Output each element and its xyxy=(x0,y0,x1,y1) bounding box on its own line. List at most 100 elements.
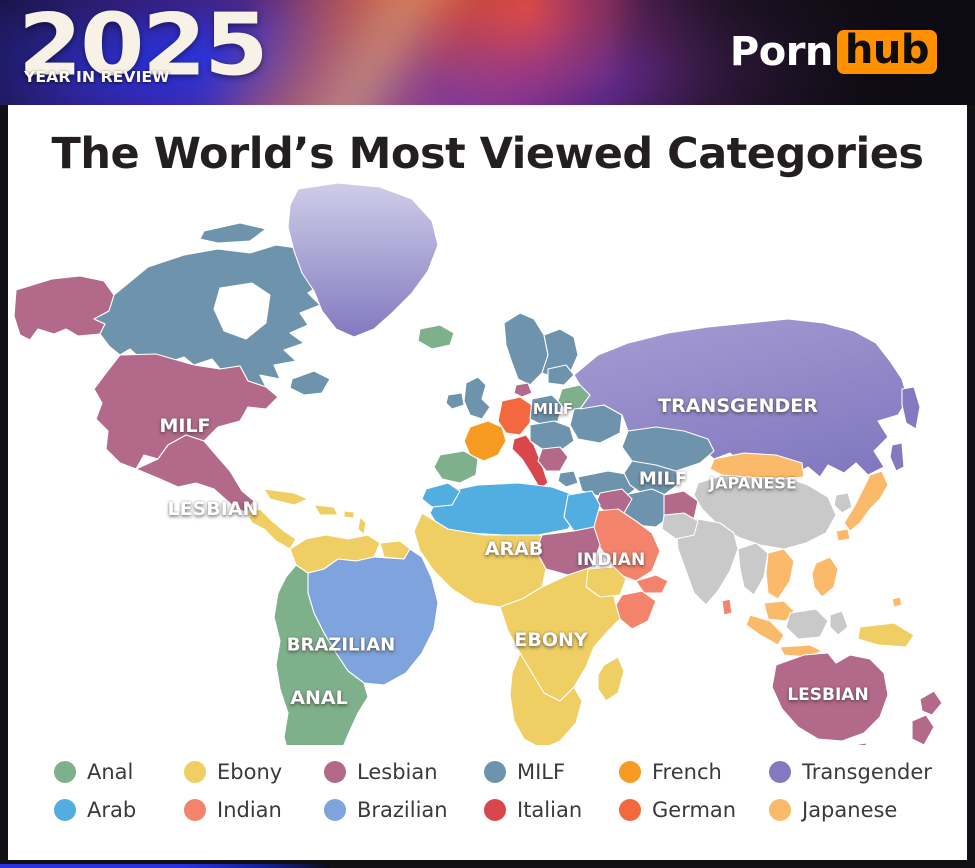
region-lesser-antilles[interactable] xyxy=(357,516,367,536)
region-united-kingdom[interactable] xyxy=(463,376,491,420)
legend-item-anal[interactable]: Anal xyxy=(54,760,184,784)
legend-label-milf: MILF xyxy=(517,760,566,784)
region-kazakhstan[interactable] xyxy=(621,426,715,472)
region-germany[interactable] xyxy=(497,396,533,436)
year-in-review-subtitle: YEAR IN REVIEW xyxy=(24,68,170,86)
legend-swatch-brazilian-icon xyxy=(324,799,346,821)
legend-label-transgender: Transgender xyxy=(802,760,932,784)
region-baltics[interactable] xyxy=(547,364,575,386)
legend-item-ebony[interactable]: Ebony xyxy=(184,760,324,784)
region-iceland[interactable] xyxy=(417,324,455,350)
region-hispaniola[interactable] xyxy=(313,504,339,516)
legend-swatch-japanese-icon xyxy=(769,799,791,821)
region-korea[interactable] xyxy=(833,492,853,514)
region-new-guinea[interactable] xyxy=(857,622,915,648)
region-southern-africa[interactable] xyxy=(509,652,583,745)
region-central-america[interactable] xyxy=(245,508,297,550)
legend-label-indian: Indian xyxy=(217,798,282,822)
region-balkans[interactable] xyxy=(537,446,569,472)
logo-text-porn: Porn xyxy=(729,29,834,75)
region-vietnam-laos[interactable] xyxy=(765,548,795,600)
region-central-europe[interactable] xyxy=(529,420,575,452)
region-ethiopia[interactable] xyxy=(585,566,627,598)
legend-swatch-italian-icon xyxy=(484,799,506,821)
region-kamchatka[interactable] xyxy=(901,386,921,430)
region-tasmania[interactable] xyxy=(853,742,868,745)
region-ireland[interactable] xyxy=(445,392,465,410)
legend-label-lesbian: Lesbian xyxy=(357,760,438,784)
world-map: MILF LESBIAN BRAZILIAN ANAL MILF ARAB EB… xyxy=(8,183,967,745)
region-puerto-rico[interactable] xyxy=(343,510,355,519)
content-card: The World’s Most Viewed Categories xyxy=(8,105,967,860)
region-sumatra[interactable] xyxy=(745,614,785,646)
region-canada-maritime[interactable] xyxy=(289,370,331,396)
legend-swatch-indian-icon xyxy=(184,799,206,821)
region-sulawesi[interactable] xyxy=(829,610,849,636)
region-japan[interactable] xyxy=(843,470,889,532)
legend-row-2: Arab Indian Brazilian Italian German xyxy=(54,791,921,829)
region-greenland[interactable] xyxy=(287,183,439,338)
legend-item-lesbian[interactable]: Lesbian xyxy=(324,760,484,784)
region-philippines[interactable] xyxy=(811,556,839,598)
legend-item-japanese[interactable]: Japanese xyxy=(769,798,969,822)
legend-item-german[interactable]: German xyxy=(619,798,769,822)
legend-label-arab: Arab xyxy=(87,798,137,822)
header-banner: 2025 YEAR IN REVIEW Porn hub xyxy=(0,0,975,105)
legend-label-ebony: Ebony xyxy=(217,760,283,784)
region-spain-portugal[interactable] xyxy=(433,450,479,484)
legend-item-indian[interactable]: Indian xyxy=(184,798,324,822)
region-madagascar[interactable] xyxy=(597,656,625,702)
region-south-america-anal[interactable] xyxy=(273,564,369,745)
legend-item-arab[interactable]: Arab xyxy=(54,798,184,822)
legend-swatch-german-icon xyxy=(619,799,641,821)
region-norway-sweden[interactable] xyxy=(503,312,549,386)
legend-label-anal: Anal xyxy=(87,760,134,784)
region-borneo[interactable] xyxy=(785,608,829,640)
region-canada-arctic-islands[interactable] xyxy=(199,222,267,244)
region-sri-lanka[interactable] xyxy=(721,598,733,616)
legend-row-1: Anal Ebony Lesbian MILF French xyxy=(54,753,932,791)
region-india[interactable] xyxy=(675,518,739,606)
region-egypt[interactable] xyxy=(563,490,601,532)
legend-item-brazilian[interactable]: Brazilian xyxy=(324,798,484,822)
legend-item-transgender[interactable]: Transgender xyxy=(769,760,969,784)
legend-swatch-lesbian-icon xyxy=(324,761,346,783)
region-new-zealand[interactable] xyxy=(919,690,943,716)
legend-swatch-milf-icon xyxy=(484,761,506,783)
legend-label-french: French xyxy=(652,760,722,784)
region-new-zealand-south[interactable] xyxy=(911,714,935,745)
region-myanmar-thailand[interactable] xyxy=(737,542,769,596)
region-cuba[interactable] xyxy=(263,488,309,506)
legend-item-milf[interactable]: MILF xyxy=(484,760,619,784)
year-in-review-lockup: 2025 YEAR IN REVIEW xyxy=(18,2,288,102)
legend-swatch-ebony-icon xyxy=(184,761,206,783)
region-alaska[interactable] xyxy=(13,275,115,341)
legend-swatch-french-icon xyxy=(619,761,641,783)
region-somalia[interactable] xyxy=(615,590,657,630)
page-title: The World’s Most Viewed Categories xyxy=(51,129,924,179)
region-mexico[interactable] xyxy=(135,434,255,514)
region-mongolia[interactable] xyxy=(709,452,805,480)
legend-swatch-transgender-icon xyxy=(769,761,791,783)
region-morocco[interactable] xyxy=(421,482,461,508)
region-australia[interactable] xyxy=(771,652,889,742)
legend-item-french[interactable]: French xyxy=(619,760,769,784)
region-pakistan[interactable] xyxy=(661,512,699,540)
pornhub-logo[interactable]: Porn hub xyxy=(730,27,937,77)
map-legend: Anal Ebony Lesbian MILF French xyxy=(8,753,967,829)
region-denmark[interactable] xyxy=(513,382,533,398)
region-greece[interactable] xyxy=(557,470,579,488)
region-poland[interactable] xyxy=(529,394,563,426)
legend-label-italian: Italian xyxy=(517,798,583,822)
legend-swatch-anal-icon xyxy=(54,761,76,783)
region-pacific-islands[interactable] xyxy=(891,596,903,608)
region-japan-kyushu[interactable] xyxy=(835,528,851,542)
bottom-accent-strip xyxy=(0,864,330,868)
legend-item-italian[interactable]: Italian xyxy=(484,798,619,822)
logo-text-hub: hub xyxy=(836,30,937,74)
region-sakhalin[interactable] xyxy=(889,442,905,472)
region-france[interactable] xyxy=(463,420,507,462)
legend-label-brazilian: Brazilian xyxy=(357,798,448,822)
legend-label-german: German xyxy=(652,798,737,822)
legend-swatch-arab-icon xyxy=(54,799,76,821)
